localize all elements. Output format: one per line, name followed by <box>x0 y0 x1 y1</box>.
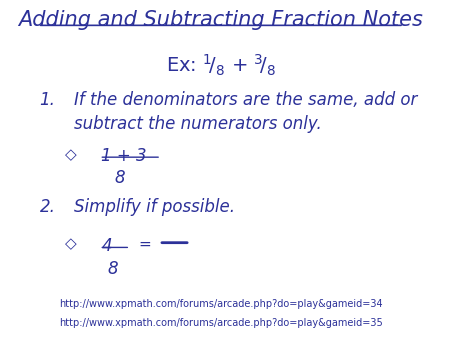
Text: 1.: 1. <box>40 91 55 109</box>
Text: 2.: 2. <box>40 198 55 216</box>
Text: Adding and Subtracting Fraction Notes: Adding and Subtracting Fraction Notes <box>18 10 423 30</box>
Text: ◇: ◇ <box>65 237 76 251</box>
Text: ◇: ◇ <box>65 147 76 162</box>
Text: Simplify if possible.: Simplify if possible. <box>74 198 235 216</box>
Text: 1 + 3: 1 + 3 <box>101 147 147 165</box>
Text: Ex: $^1\!/_8$ + $^3\!/_8$: Ex: $^1\!/_8$ + $^3\!/_8$ <box>166 52 276 78</box>
Text: 8: 8 <box>115 169 126 187</box>
Text: 8: 8 <box>107 260 118 277</box>
Text: http://www.xpmath.com/forums/arcade.php?do=play&gameid=35: http://www.xpmath.com/forums/arcade.php?… <box>59 318 382 329</box>
Text: 4: 4 <box>101 237 112 255</box>
Text: If the denominators are the same, add or
subtract the numerators only.: If the denominators are the same, add or… <box>74 91 418 133</box>
Text: =: = <box>138 237 151 251</box>
Text: http://www.xpmath.com/forums/arcade.php?do=play&gameid=34: http://www.xpmath.com/forums/arcade.php?… <box>59 299 382 309</box>
